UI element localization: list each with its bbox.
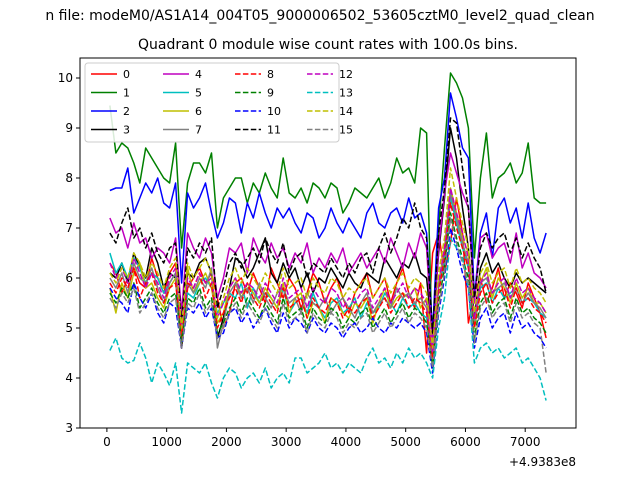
legend-label-4: 4 [195,68,202,81]
legend-label-6: 6 [195,105,202,118]
x-tick-label: 3000 [271,435,302,449]
series-line-2 [109,92,547,334]
legend-box [84,62,340,143]
y-tick-label: 3 [65,421,73,435]
y-tick-label: 4 [65,371,73,385]
legend-label-5: 5 [195,87,202,100]
legend-label-12: 12 [339,68,353,81]
y-tick-label: 9 [65,121,73,135]
series-line-15 [109,217,547,374]
series-line-8 [109,202,547,359]
x-tick-label: 2000 [211,435,242,449]
y-tick-label: 6 [65,271,73,285]
legend-label-11: 11 [267,124,281,137]
x-tick-label: 6000 [450,435,481,449]
x-tick-label: 7000 [510,435,541,449]
y-tick-label: 8 [65,171,73,185]
legend-label-15: 15 [339,124,353,137]
x-tick-label: 5000 [390,435,421,449]
series-layer [109,72,547,414]
y-tick-label: 7 [65,221,73,235]
x-tick-label: 4000 [331,435,362,449]
legend-label-1: 1 [123,87,130,100]
legend-label-8: 8 [267,68,274,81]
series-line-14 [109,167,547,349]
x-tick-label: 0 [103,435,111,449]
plot-frame [79,57,577,429]
legend-label-3: 3 [123,124,130,137]
legend-label-2: 2 [123,105,130,118]
legend-label-13: 13 [339,87,353,100]
legend-label-9: 9 [267,87,274,100]
chart-title: Quadrant 0 module wise count rates with … [138,37,518,53]
series-line-1 [109,72,547,364]
y-tick-label: 10 [58,71,73,85]
series-line-13 [109,237,547,414]
figure-suptitle: n file: modeM0/AS1A14_004T05_9000006502_… [45,8,594,24]
y-tick-label: 5 [65,321,73,335]
legend-label-7: 7 [195,124,202,137]
legend-label-14: 14 [339,105,353,118]
legend-label-10: 10 [267,105,281,118]
x-offset-label: +4.9383e8 [509,455,576,469]
x-tick-label: 1000 [151,435,182,449]
legend-label-0: 0 [123,68,130,81]
